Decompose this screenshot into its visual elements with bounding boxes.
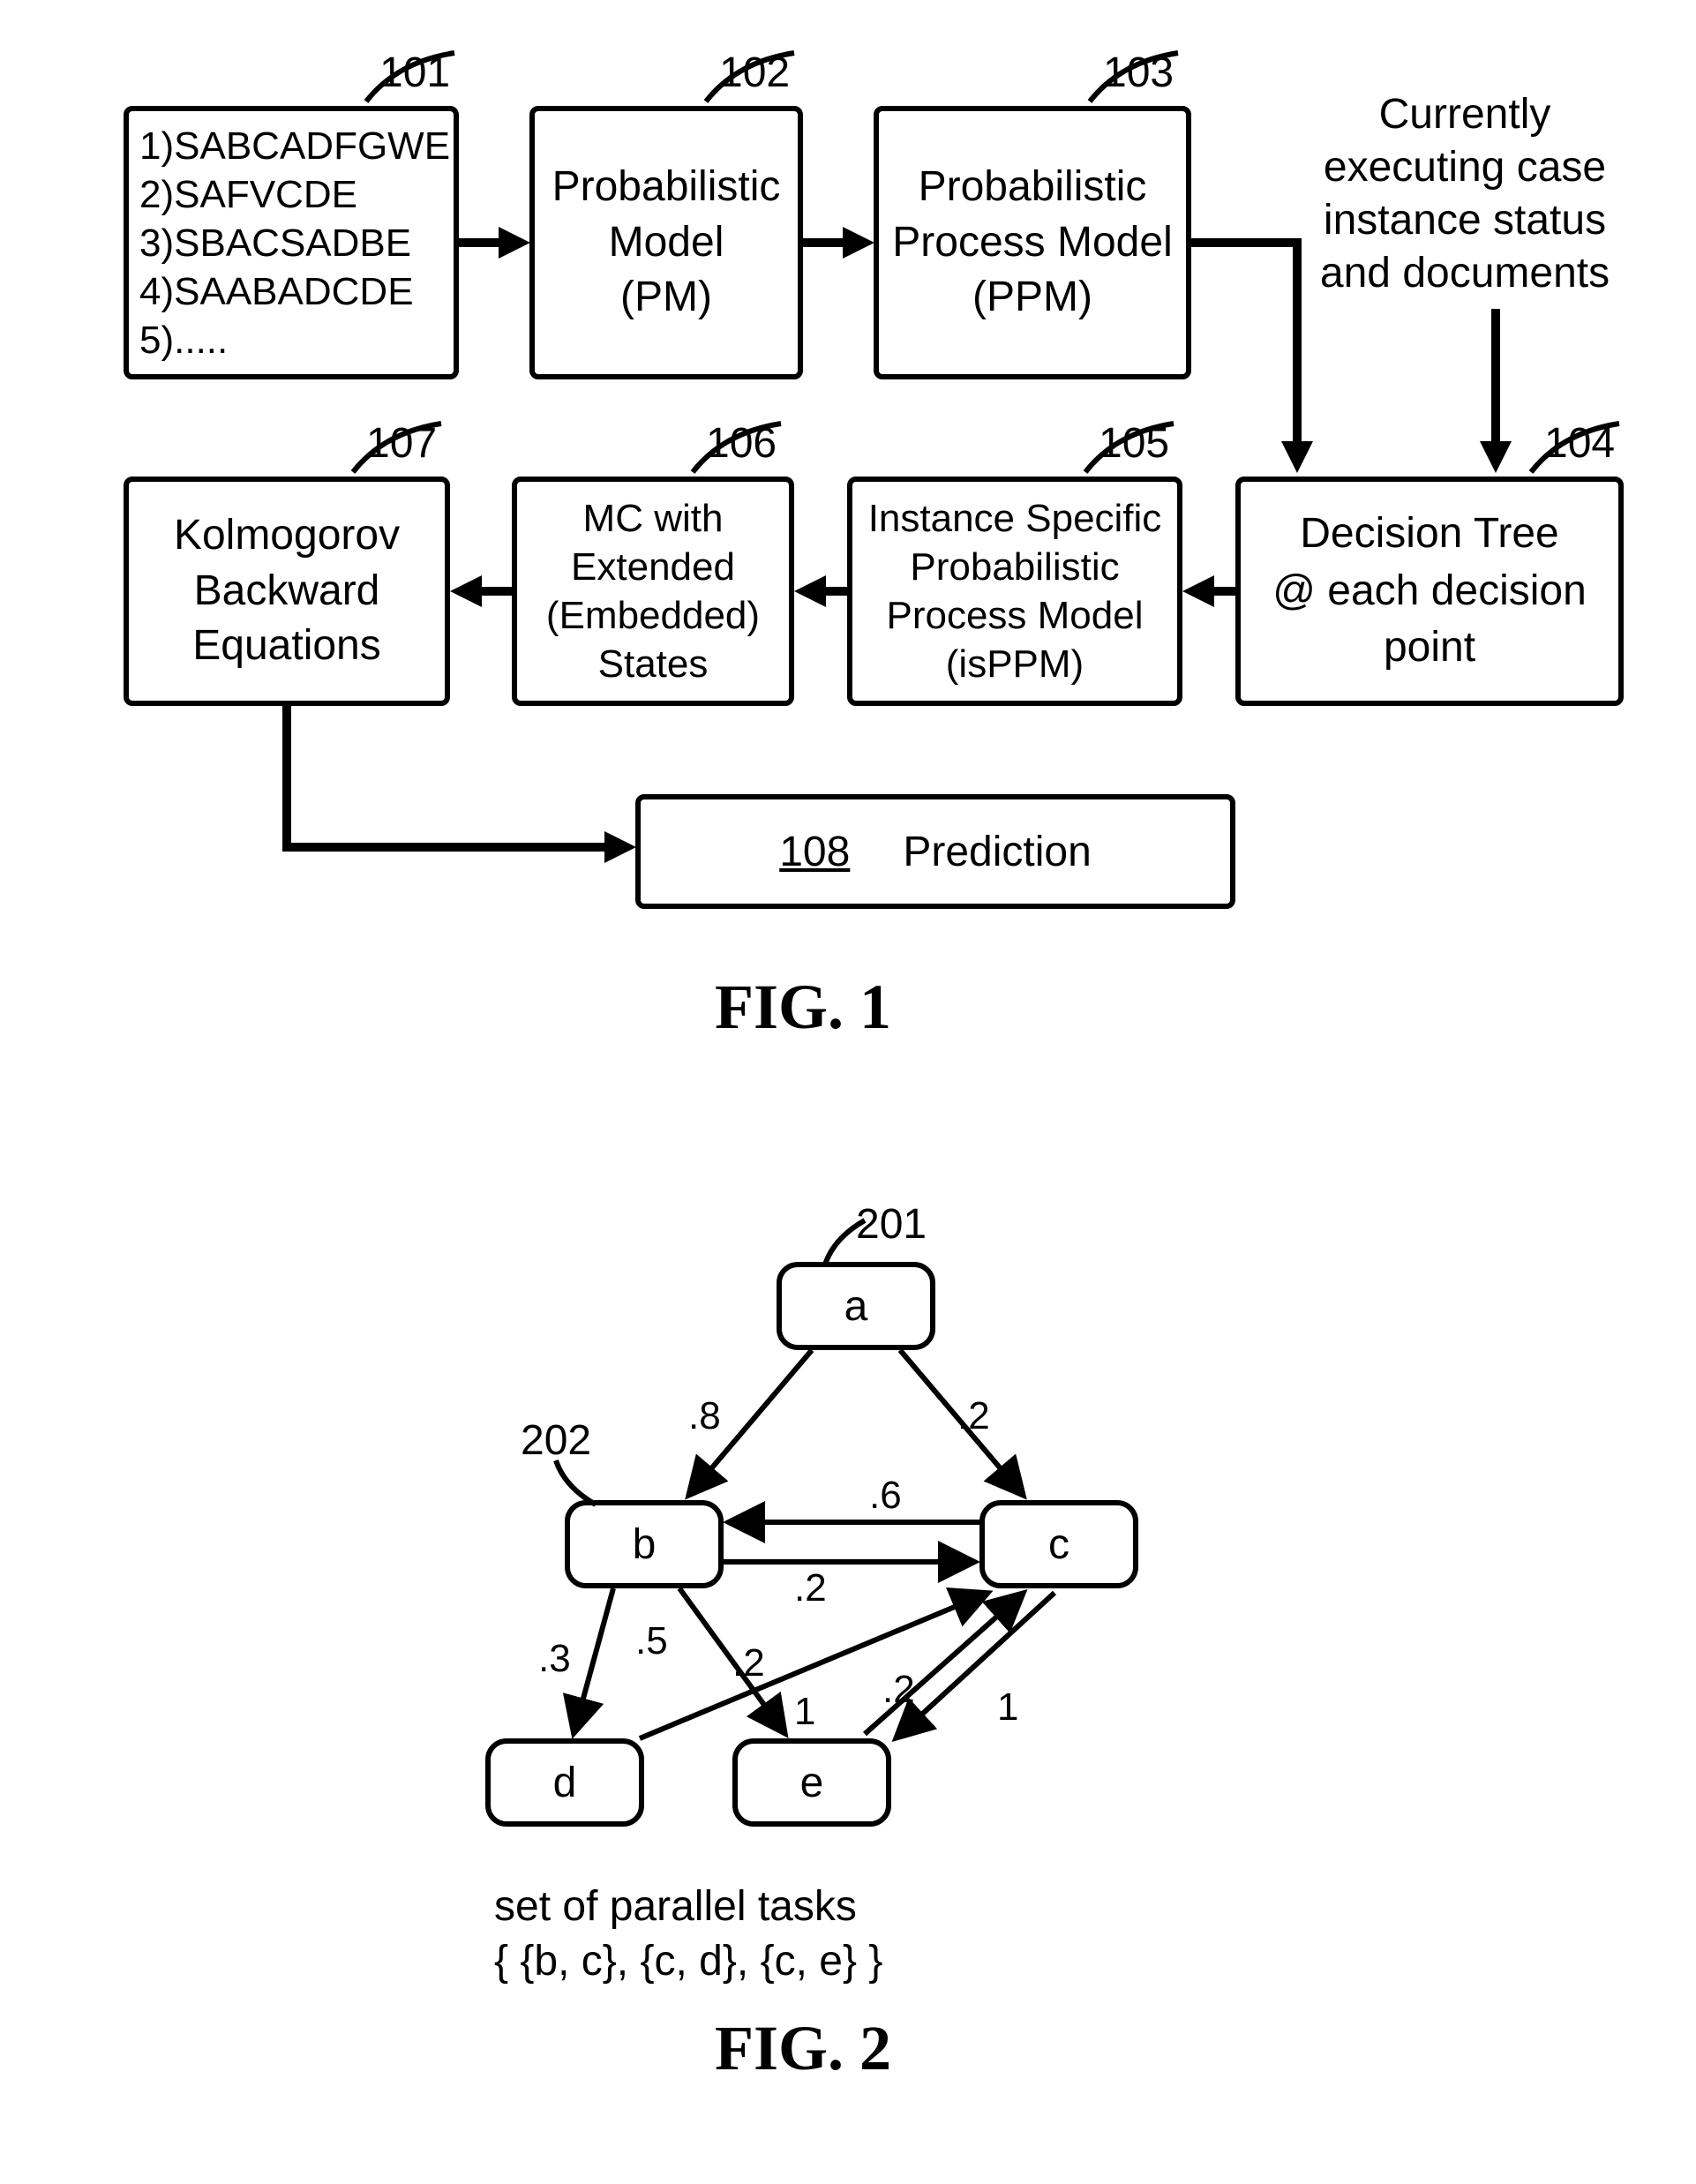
box-106-line-1: MC with [583,494,724,543]
arrow-101-102-head [499,227,530,259]
box-106-line-3: (Embedded) [546,591,760,640]
edge-ec2: .2 [882,1668,915,1712]
box-101-line-1: 1)SABCADFGWE [139,122,450,170]
box-105: Instance Specific Probabilistic Process … [847,477,1182,706]
ref-103: 103 [1103,49,1174,97]
ref-104: 104 [1544,419,1615,468]
box-102-line-1: Probabilistic [552,160,781,214]
arrow-106-107-head [450,575,482,607]
box-103-line-3: (PPM) [972,270,1092,325]
fig2-title: FIG. 2 [715,2012,891,2085]
edge-dc: .2 [732,1641,765,1685]
fig2-caption-l2: { {b, c}, {c, d}, {c, e} } [494,1934,882,1989]
arrow-103-104-head [1281,441,1313,473]
box-105-line-4: (isPPM) [946,640,1084,688]
box-104-line-1: Decision Tree [1300,506,1558,563]
box-105-line-2: Probabilistic [910,543,1119,591]
box-106-line-4: States [598,640,709,688]
box-102: Probabilistic Model (PM) [529,106,803,379]
box-108-num: 108 [779,828,850,876]
arrow-102-103-head [843,227,874,259]
ref-101: 101 [379,49,450,97]
box-104-line-2: @ each decision point [1241,563,1618,678]
box-105-line-1: Instance Specific [868,494,1162,543]
ref-102: 102 [719,49,790,97]
box-101-line-2: 2)SAFVCDE [139,170,357,219]
box-104: Decision Tree @ each decision point [1235,477,1624,706]
arrow-107-108-head [604,831,636,863]
edge-be: .5 [635,1619,668,1663]
input-label-l3: instance status [1315,194,1615,247]
input-label-l4: and documents [1315,247,1615,300]
box-103: Probabilistic Process Model (PPM) [874,106,1191,379]
box-107-line-2: Backward [194,564,380,619]
arrow-105-106-head [794,575,826,607]
edge-bc: .2 [794,1566,827,1610]
arrow-106-107 [477,587,512,596]
box-101-line-5: 5)..... [139,316,228,364]
fig2-caption-l1: set of parallel tasks [494,1880,882,1934]
edge-ab: .8 [688,1394,721,1438]
input-label-l1: Currently [1315,88,1615,141]
box-103-line-1: Probabilistic [919,160,1147,214]
box-102-line-3: (PM) [620,270,712,325]
arrow-103-104-h [1191,238,1302,247]
arrow-107-108-v [282,706,291,847]
fig2-caption: set of parallel tasks { {b, c}, {c, d}, … [494,1880,882,1990]
box-107: Kolmogorov Backward Equations [124,477,450,706]
arrow-104-105-head [1182,575,1214,607]
box-107-line-3: Equations [192,619,381,673]
box-102-line-2: Model [609,215,724,270]
ref-107: 107 [366,419,437,468]
box-103-line-2: Process Model [892,215,1172,270]
arrow-103-104-v [1293,238,1302,450]
box-105-line-3: Process Model [886,591,1143,640]
box-108-text: Prediction [903,828,1091,876]
edge-ac: .2 [957,1394,990,1438]
box-106-line-2: Extended [571,543,735,591]
box-106: MC with Extended (Embedded) States [512,477,794,706]
page: 1)SABCADFGWE 2)SAFVCDE 3)SBACSADBE 4)SAA… [0,0,1696,2184]
edge-ec1: 1 [794,1690,815,1734]
fig2-edges [441,1235,1235,1871]
box-107-line-1: Kolmogorov [174,508,400,563]
edge-cb: .6 [869,1474,902,1518]
box-101: 1)SABCADFGWE 2)SAFVCDE 3)SBACSADBE 4)SAA… [124,106,459,379]
box-108: 108 Prediction [635,794,1235,909]
input-label-l2: executing case [1315,141,1615,194]
arrow-input-104 [1491,309,1500,450]
box-101-line-4: 4)SAABADCDE [139,267,414,316]
ref-106: 106 [706,419,777,468]
arrow-107-108-h [282,843,609,852]
edge-ce: 1 [997,1685,1018,1730]
fig1-title: FIG. 1 [715,971,891,1044]
box-101-line-3: 3)SBACSADBE [139,219,411,267]
input-label: Currently executing case instance status… [1315,88,1615,300]
arrow-input-104-head [1480,441,1512,473]
edge-bd: .3 [538,1637,571,1681]
ref-105: 105 [1099,419,1169,468]
